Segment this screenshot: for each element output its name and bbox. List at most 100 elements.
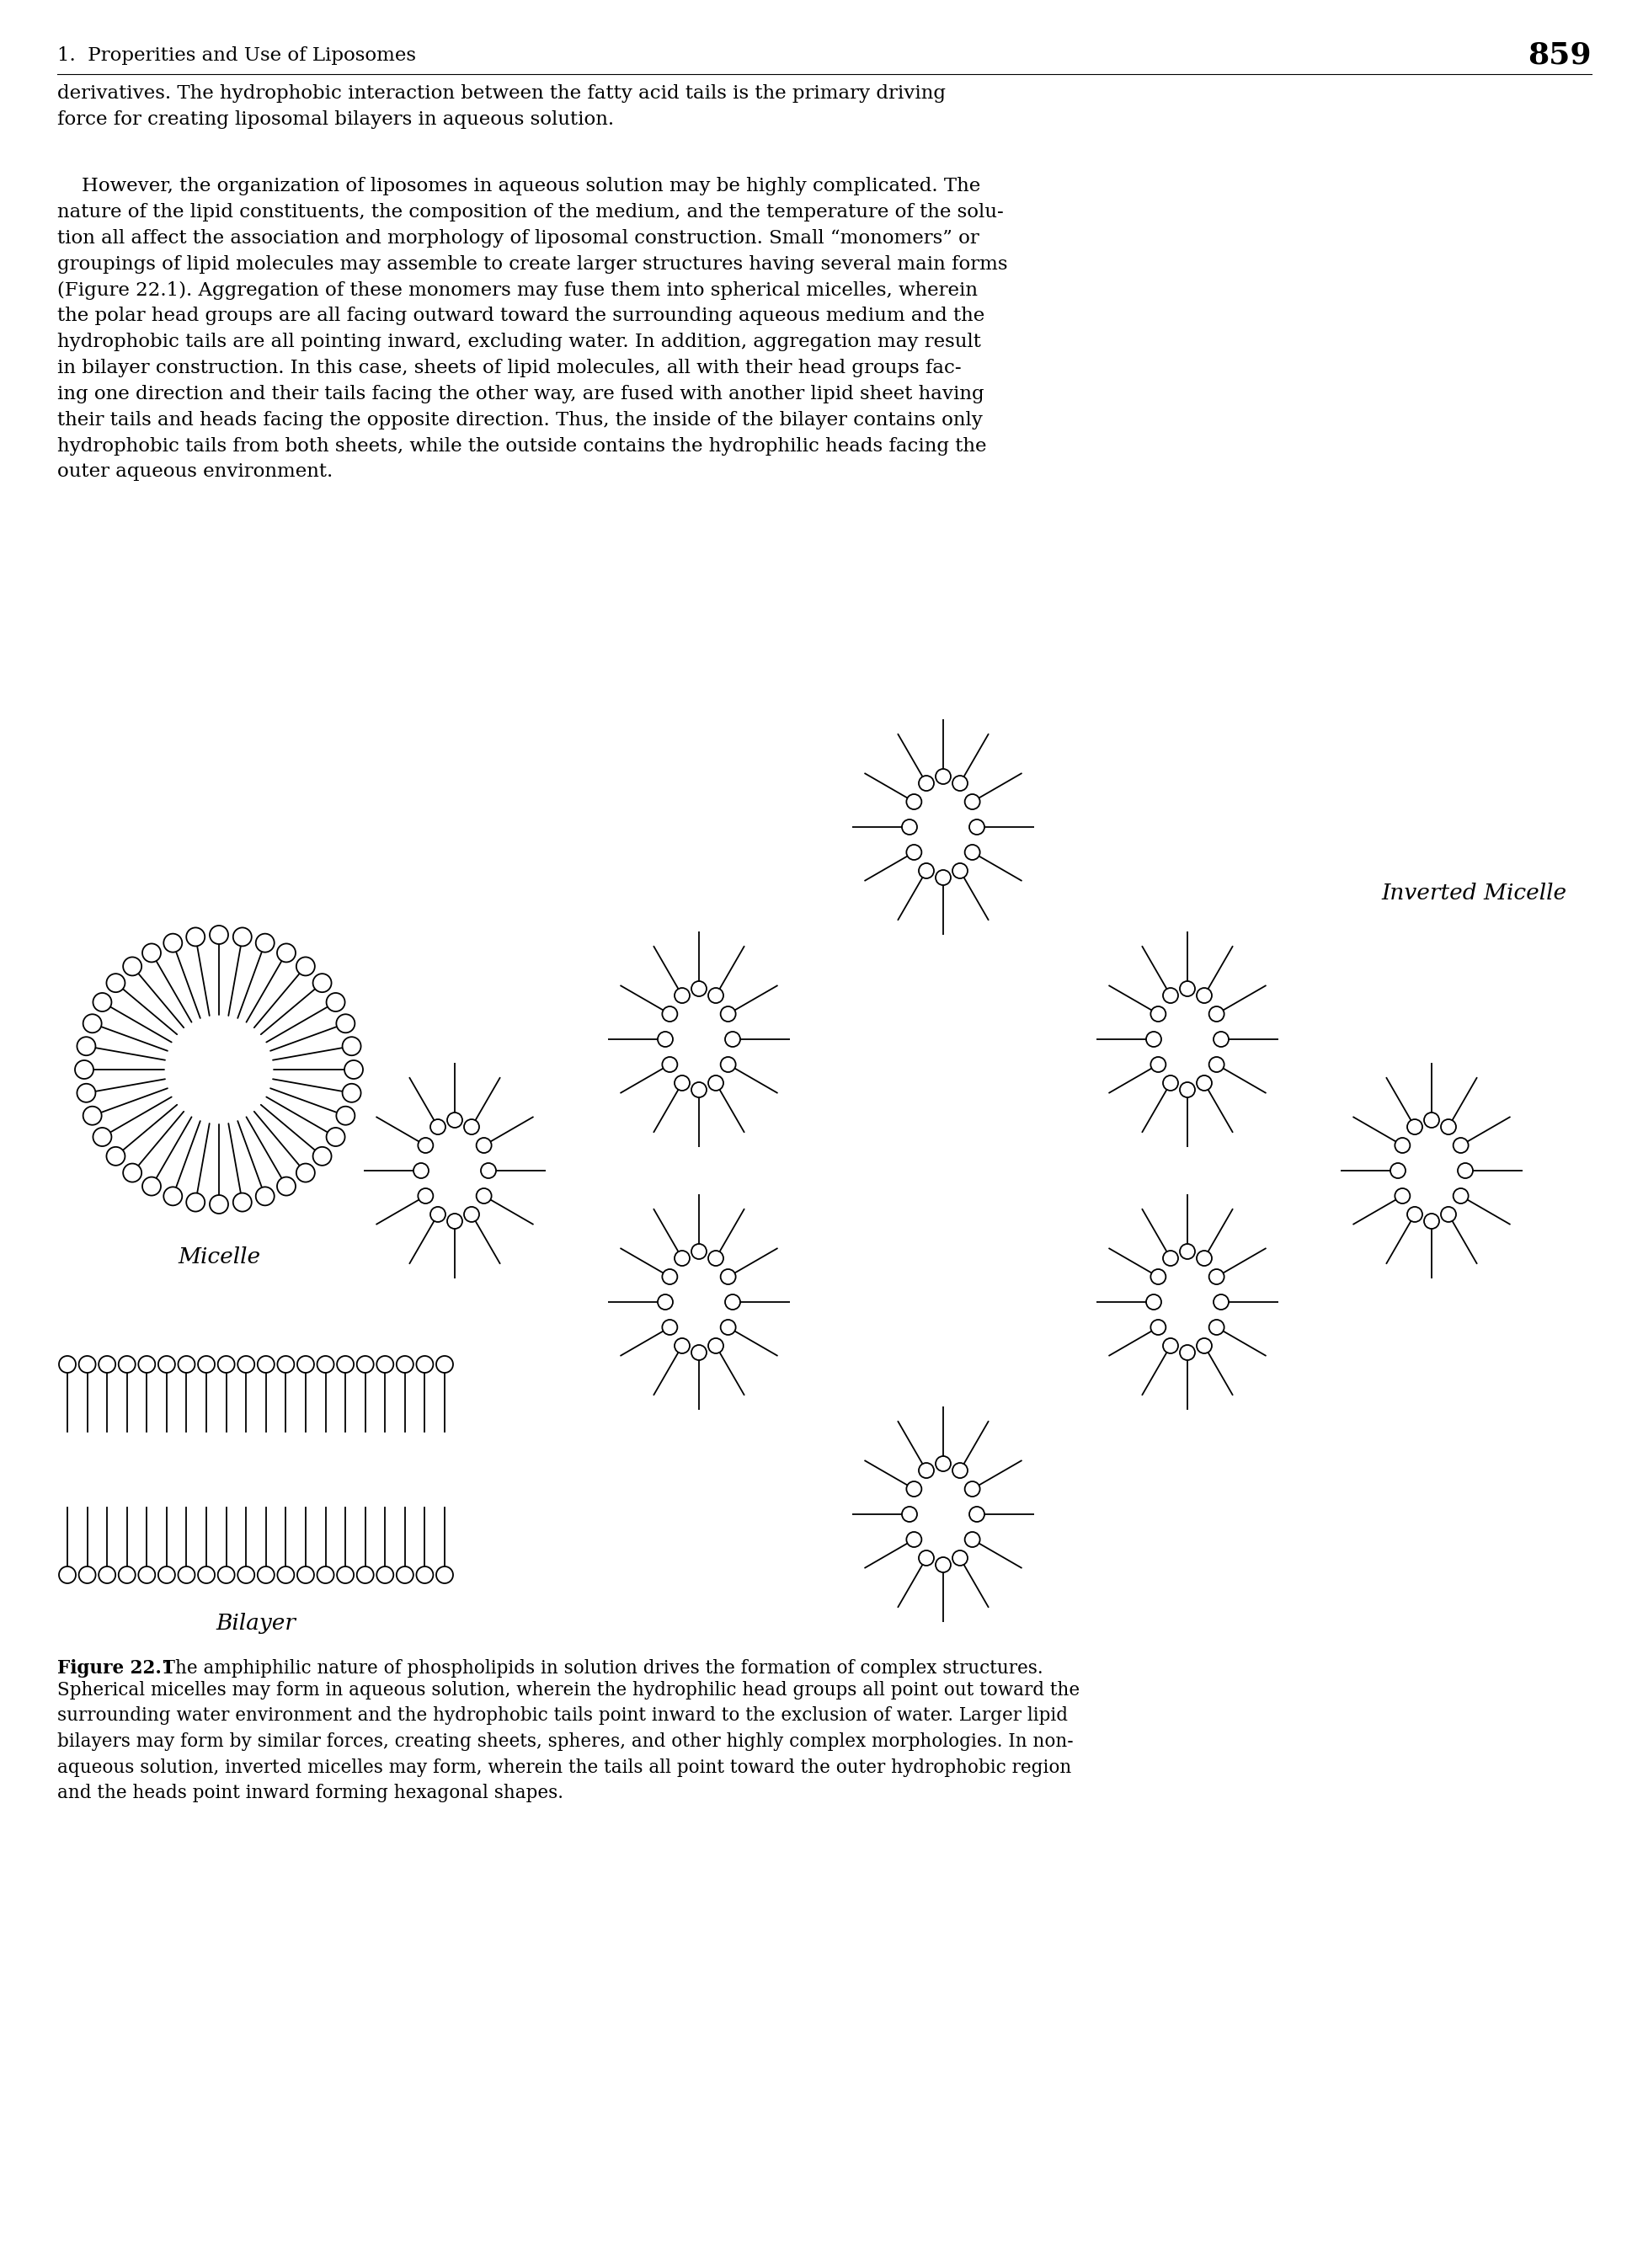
Circle shape <box>77 1084 95 1102</box>
Circle shape <box>481 1163 496 1177</box>
Circle shape <box>662 1007 677 1021</box>
Circle shape <box>964 844 979 860</box>
Circle shape <box>463 1120 480 1134</box>
Circle shape <box>1406 1207 1423 1222</box>
Circle shape <box>708 989 723 1002</box>
Circle shape <box>416 1356 434 1372</box>
Circle shape <box>1457 1163 1472 1177</box>
Circle shape <box>657 1295 674 1309</box>
Circle shape <box>342 1036 361 1055</box>
Circle shape <box>918 864 933 878</box>
Circle shape <box>233 1193 251 1211</box>
Circle shape <box>312 1148 332 1166</box>
Circle shape <box>123 1163 141 1182</box>
Circle shape <box>907 1481 922 1497</box>
Circle shape <box>297 1567 314 1583</box>
Circle shape <box>1150 1320 1167 1336</box>
Circle shape <box>1209 1007 1224 1021</box>
Circle shape <box>725 1032 741 1048</box>
Circle shape <box>158 1567 176 1583</box>
Circle shape <box>1196 1338 1213 1354</box>
Circle shape <box>118 1356 135 1372</box>
Text: The amphiphilic nature of phospholipids in solution drives the formation of comp: The amphiphilic nature of phospholipids … <box>146 1660 1043 1678</box>
Circle shape <box>197 1567 215 1583</box>
Circle shape <box>317 1567 334 1583</box>
Circle shape <box>219 1356 235 1372</box>
Circle shape <box>1209 1320 1224 1336</box>
Circle shape <box>447 1213 462 1229</box>
Circle shape <box>953 776 968 792</box>
Circle shape <box>964 1481 979 1497</box>
Circle shape <box>463 1207 480 1222</box>
Circle shape <box>376 1356 393 1372</box>
Circle shape <box>79 1356 95 1372</box>
Circle shape <box>327 1127 345 1145</box>
Circle shape <box>907 844 922 860</box>
Circle shape <box>476 1188 491 1204</box>
Circle shape <box>342 1084 361 1102</box>
Circle shape <box>692 982 706 996</box>
Circle shape <box>414 1163 429 1177</box>
Circle shape <box>662 1320 677 1336</box>
Circle shape <box>692 1345 706 1361</box>
Circle shape <box>1147 1295 1162 1309</box>
Circle shape <box>907 1531 922 1547</box>
Circle shape <box>675 1338 690 1354</box>
Circle shape <box>59 1356 76 1372</box>
Circle shape <box>177 1356 196 1372</box>
Circle shape <box>1390 1163 1405 1177</box>
Circle shape <box>1424 1213 1439 1229</box>
Text: However, the organization of liposomes in aqueous solution may be highly complic: However, the organization of liposomes i… <box>58 177 1007 481</box>
Circle shape <box>1196 989 1213 1002</box>
Circle shape <box>1452 1188 1469 1204</box>
Circle shape <box>918 1551 933 1565</box>
Circle shape <box>675 1075 690 1091</box>
Circle shape <box>1395 1188 1410 1204</box>
Circle shape <box>437 1567 453 1583</box>
Circle shape <box>675 1250 690 1266</box>
Circle shape <box>969 1506 984 1522</box>
Circle shape <box>337 1014 355 1032</box>
Circle shape <box>345 1061 363 1080</box>
Text: Figure 22.1: Figure 22.1 <box>58 1660 174 1678</box>
Circle shape <box>77 1036 95 1055</box>
Circle shape <box>1150 1007 1167 1021</box>
Circle shape <box>1163 1250 1178 1266</box>
Circle shape <box>138 1356 154 1372</box>
Text: 859: 859 <box>1528 41 1592 68</box>
Circle shape <box>417 1139 434 1152</box>
Circle shape <box>186 928 205 946</box>
Circle shape <box>902 819 917 835</box>
Circle shape <box>123 957 141 975</box>
Circle shape <box>317 1356 334 1372</box>
Circle shape <box>657 1032 674 1048</box>
Circle shape <box>337 1356 353 1372</box>
Circle shape <box>662 1057 677 1073</box>
Circle shape <box>964 1531 979 1547</box>
Circle shape <box>675 989 690 1002</box>
Circle shape <box>1180 1345 1194 1361</box>
Circle shape <box>417 1188 434 1204</box>
Circle shape <box>107 973 125 991</box>
Text: Bilayer: Bilayer <box>215 1613 296 1633</box>
Circle shape <box>476 1139 491 1152</box>
Circle shape <box>164 934 182 953</box>
Text: derivatives. The hydrophobic interaction between the fatty acid tails is the pri: derivatives. The hydrophobic interaction… <box>58 84 946 129</box>
Text: Inverted Micelle: Inverted Micelle <box>1382 882 1566 903</box>
Text: Spherical micelles may form in aqueous solution, wherein the hydrophilic head gr: Spherical micelles may form in aqueous s… <box>58 1681 1079 1803</box>
Circle shape <box>692 1082 706 1098</box>
Circle shape <box>662 1270 677 1284</box>
Circle shape <box>1441 1207 1456 1222</box>
Circle shape <box>953 864 968 878</box>
Circle shape <box>907 794 922 810</box>
Circle shape <box>953 1551 968 1565</box>
Circle shape <box>1163 1075 1178 1091</box>
Text: Micelle: Micelle <box>177 1247 260 1268</box>
Circle shape <box>1150 1270 1167 1284</box>
Circle shape <box>118 1567 135 1583</box>
Circle shape <box>296 957 315 975</box>
Circle shape <box>692 1243 706 1259</box>
Circle shape <box>1163 989 1178 1002</box>
Circle shape <box>238 1567 255 1583</box>
Circle shape <box>437 1356 453 1372</box>
